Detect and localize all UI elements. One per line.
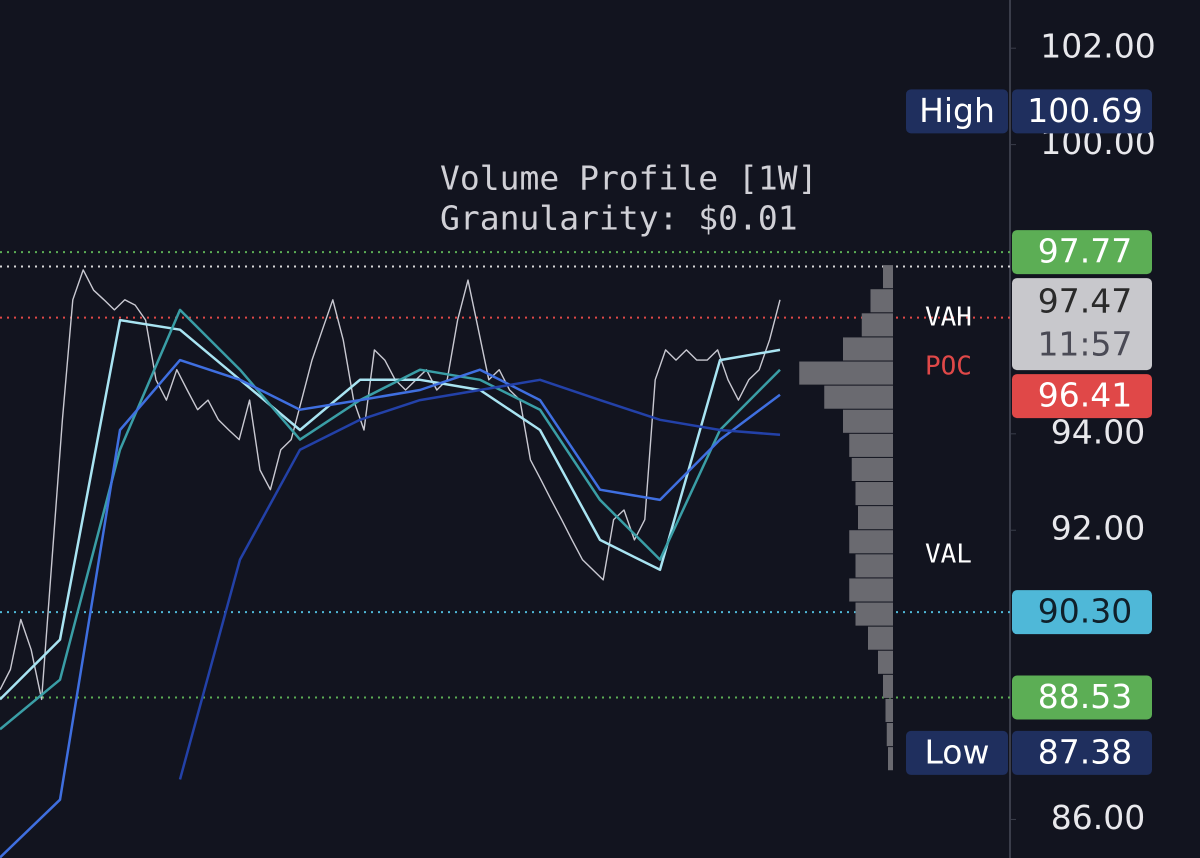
y-tick-label: 94.00 (1051, 412, 1145, 451)
profile-label: VAL (925, 540, 972, 570)
profile-label: POC (925, 352, 972, 382)
profile-bar (883, 674, 893, 698)
profile-bar (849, 433, 893, 457)
price-tag-label: 90.30 (1038, 592, 1132, 631)
price-tag-box (1012, 230, 1152, 275)
profile-bar (799, 361, 893, 385)
price-tag-name-box (906, 89, 1008, 134)
annotation: Volume Profile [1W] (440, 159, 818, 198)
profile-bar (824, 385, 893, 409)
price-tag-box (1012, 675, 1152, 720)
profile-bar (870, 289, 893, 313)
annotation: Granularity: $0.01 (440, 199, 798, 238)
price-tag-sub: 11:57 (1037, 325, 1132, 364)
profile-bar (858, 506, 893, 530)
profile-bar (878, 650, 893, 674)
series-line (0, 358, 781, 858)
series-line (178, 378, 781, 780)
series-line (0, 308, 781, 731)
y-tick-label: 92.00 (1051, 509, 1145, 548)
profile-bar (868, 626, 893, 650)
profile-label: VAH (925, 303, 972, 333)
y-tick-label: 102.00 (1040, 27, 1155, 66)
price-tag-label: 88.53 (1038, 677, 1132, 716)
price-tag-box (1012, 730, 1152, 775)
price-tag-label: 100.69 (1027, 91, 1142, 130)
price-tag-label: 87.38 (1038, 732, 1132, 771)
profile-bar (843, 337, 893, 361)
price-tag-name: Low (925, 732, 990, 771)
price-tag-name: High (919, 91, 995, 130)
profile-bar (886, 723, 893, 747)
profile-bar (855, 554, 893, 578)
profile-bar (855, 602, 893, 626)
y-tick-label: 86.00 (1051, 798, 1145, 837)
profile-bar (851, 457, 893, 482)
series-line (0, 269, 781, 701)
profile-bar (883, 265, 893, 289)
profile-bar (849, 578, 893, 602)
profile-bar (885, 698, 893, 723)
price-tag-box (1012, 278, 1152, 371)
price-tag-label: 97.77 (1038, 232, 1132, 271)
price-tag-box (1012, 89, 1152, 134)
profile-bar (855, 482, 893, 506)
profile-bar (861, 313, 893, 337)
price-tag-label: 97.47 (1038, 282, 1132, 321)
price-tag-box (1012, 590, 1152, 635)
series-line (0, 318, 781, 701)
price-tag-name-box (906, 730, 1008, 775)
price-tag-label: 96.41 (1038, 376, 1132, 415)
profile-bar (888, 747, 893, 771)
profile-bar (843, 409, 893, 433)
price-tag-box (1012, 374, 1152, 419)
profile-bar (849, 530, 893, 554)
